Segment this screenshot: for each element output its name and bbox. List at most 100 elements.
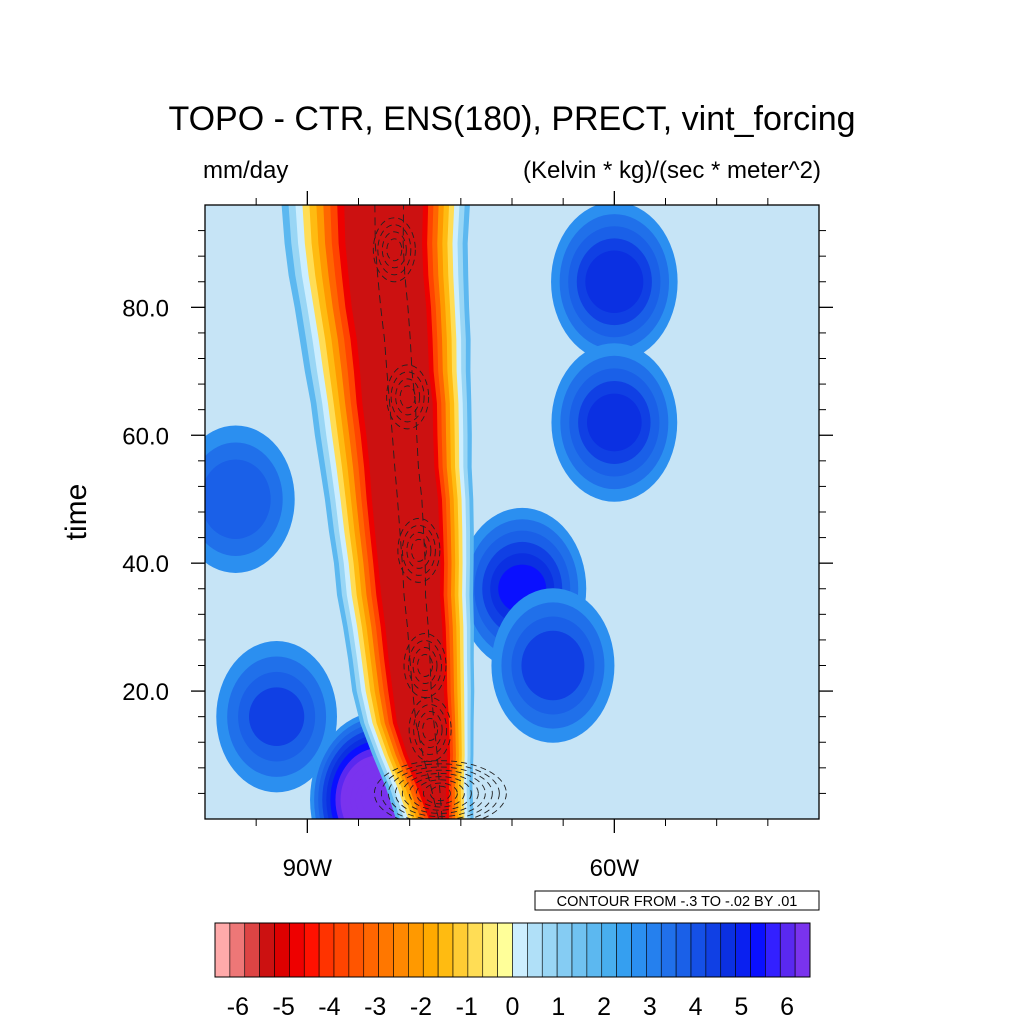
colorbar-swatch (675, 922, 692, 978)
colorbar-swatch (660, 922, 677, 978)
positive-anomaly-contour (521, 630, 585, 701)
colorbar-swatch (586, 922, 603, 978)
contour-line (386, 238, 403, 262)
contour-line (402, 205, 443, 819)
contour-line (413, 704, 448, 755)
contour-line (386, 364, 430, 430)
contour-line (415, 779, 465, 808)
colorbar-swatch (690, 922, 707, 978)
colorbar-label: -1 (456, 993, 478, 1021)
colorbar-label: 3 (643, 993, 657, 1021)
contour-line (422, 782, 458, 805)
y-tick-label: 20.0 (122, 679, 169, 706)
colorbar-swatch (244, 922, 260, 978)
colorbar-swatch (631, 922, 647, 978)
colorbar-swatch (541, 922, 558, 978)
colorbar-label: 2 (597, 993, 611, 1021)
contour-line (390, 371, 425, 423)
positive-anomaly-contour (248, 687, 305, 746)
colorbar-label: 6 (780, 993, 794, 1021)
colorbar-swatch (571, 922, 588, 978)
contour-line (377, 224, 412, 276)
colorbar-swatch (422, 922, 439, 978)
colorbar-swatch (556, 922, 573, 978)
colorbar-swatch (601, 922, 617, 978)
colorbar-swatch (437, 922, 454, 978)
contour-line (408, 640, 442, 691)
colorbar-swatch (393, 922, 409, 978)
colorbar-swatch (229, 922, 246, 978)
contour-line (372, 217, 416, 283)
colorbar: -6 -5 -4 -3 -2 -1 0 1 2 3 4 5 6 (214, 922, 811, 1021)
contour-line (401, 524, 436, 576)
colorbar-swatch (497, 922, 513, 978)
precip-band-layer (281, 205, 475, 819)
colorbar-label: 5 (734, 993, 748, 1021)
contour-line (412, 647, 438, 684)
contour-line (373, 760, 507, 819)
contour-line (406, 531, 432, 569)
colorbar-swatch (318, 922, 335, 978)
y-axis-label: time (60, 484, 93, 541)
colorbar-swatch (720, 922, 736, 978)
chart-title: TOPO - CTR, ENS(180), PRECT, vint_forcin… (168, 100, 855, 138)
colorbar-swatch (408, 922, 424, 978)
colorbar-swatch (333, 922, 350, 978)
colorbar-label: 4 (689, 993, 703, 1021)
right-subtitle: (Kelvin * kg)/(sec * meter^2) (523, 157, 821, 184)
colorbar-label: 0 (506, 993, 520, 1021)
colorbar-swatch (467, 922, 484, 978)
positive-anomaly-contour (585, 250, 644, 313)
colorbar-swatch (705, 922, 722, 978)
colorbar-swatch (482, 922, 498, 978)
contour-info: CONTOUR FROM -.3 TO -.02 BY .01 (557, 894, 798, 910)
colorbar-swatch (303, 922, 320, 978)
colorbar-swatch (452, 922, 469, 978)
contour-line (408, 697, 452, 762)
colorbar-swatch (214, 922, 231, 978)
colorbar-swatch (289, 922, 305, 978)
plot-area (205, 205, 819, 819)
contour-line (380, 763, 500, 819)
contour-line (395, 378, 421, 416)
colorbar-swatch (274, 922, 290, 978)
contour-line (417, 654, 433, 677)
contour-line (403, 633, 447, 698)
colorbar-swatch (363, 922, 379, 978)
contour-line (410, 538, 427, 562)
colorbar-swatch (779, 922, 796, 978)
axes-layer: 90W 60W 20.0 40.0 60.0 80.0 (122, 191, 833, 882)
contour-info-box (534, 890, 820, 911)
colorbar-swatch (378, 922, 394, 978)
colorbar-swatch (765, 922, 781, 978)
colorbar-label: -6 (227, 993, 249, 1021)
left-subtitle: mm/day (203, 157, 288, 184)
y-tick-label: 60.0 (122, 423, 169, 450)
colorbar-swatch (646, 922, 662, 978)
x-tick-label: 90W (283, 855, 333, 882)
colorbar-swatch (750, 922, 766, 978)
contour-line (397, 517, 441, 583)
y-tick-label: 40.0 (122, 551, 169, 578)
colorbar-swatch (512, 922, 528, 978)
contour-line (394, 769, 486, 818)
colorbar-label: -5 (273, 993, 295, 1021)
y-tick-label: 80.0 (122, 295, 169, 322)
colorbar-label: -4 (318, 993, 340, 1021)
contour-line (387, 766, 493, 819)
colorbar-frame (214, 922, 811, 978)
colorbar-swatch (794, 922, 811, 978)
colorbar-label: -2 (410, 993, 432, 1021)
contour-line (381, 231, 407, 269)
precip-band-contour (344, 205, 448, 819)
colorbar-swatch (527, 922, 543, 978)
colorbar-swatch (259, 922, 275, 978)
contour-line (408, 776, 472, 811)
positive-anomaly-contour (587, 393, 642, 452)
contour-layer (372, 205, 507, 819)
contour-line (422, 718, 439, 741)
contour-line (401, 772, 479, 814)
colorbar-label: -3 (364, 993, 386, 1021)
colorbar-swatch (735, 922, 751, 978)
